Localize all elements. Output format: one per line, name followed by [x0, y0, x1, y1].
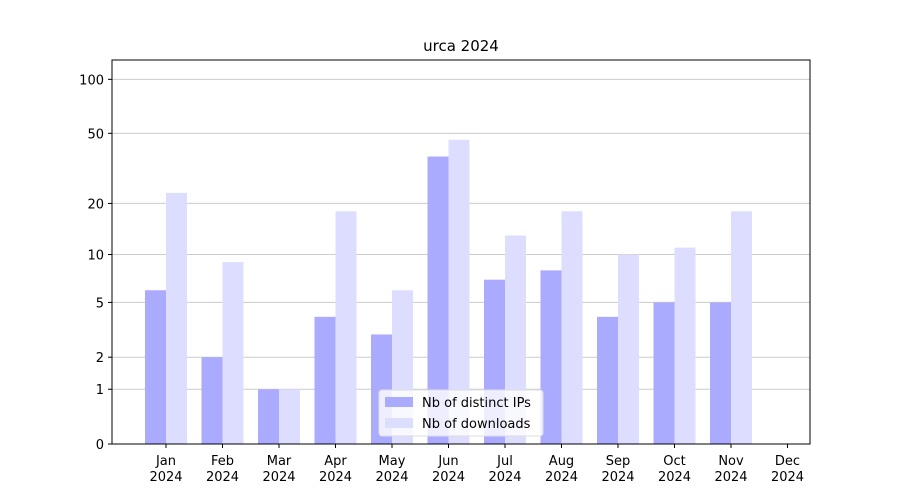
y-tick-label: 10: [87, 249, 104, 264]
x-tick-label: Aug 2024: [545, 454, 578, 485]
bar: [279, 389, 300, 444]
bar: [166, 192, 187, 444]
bar: [145, 290, 166, 444]
x-tick-label: Dec 2024: [771, 454, 804, 485]
legend-label: Nb of downloads: [422, 417, 531, 432]
bar: [222, 262, 244, 444]
bar: [597, 316, 618, 444]
y-tick-label: 5: [96, 296, 104, 311]
y-tick-label: 50: [87, 127, 104, 142]
legend-box: [378, 389, 544, 437]
bar: [335, 211, 357, 444]
x-tick-label: Oct 2024: [658, 454, 691, 485]
bar: [427, 156, 449, 444]
y-tick-label: 0: [96, 438, 104, 453]
x-tick-label: Jun 2024: [432, 454, 465, 485]
x-tick-label: Nov 2024: [714, 454, 747, 485]
legend-label: Nb of distinct IPs: [422, 396, 531, 411]
bar: [710, 302, 731, 444]
chart-title: urca 2024: [423, 37, 499, 55]
x-tick-label: Apr 2024: [319, 454, 352, 485]
y-tick-label: 100: [79, 73, 104, 88]
legend-swatch: [385, 397, 413, 407]
bar: [258, 389, 279, 444]
x-tick-label: May 2024: [375, 454, 408, 485]
bar: [674, 247, 696, 444]
y-tick-label: 1: [96, 383, 104, 398]
x-tick-label: Mar 2024: [262, 454, 295, 485]
y-tick-label: 2: [96, 351, 104, 366]
x-tick-label: Jul 2024: [488, 454, 521, 485]
legend-swatch: [385, 418, 413, 428]
bar: [618, 254, 639, 444]
bar: [540, 270, 562, 444]
plot-frame: [111, 59, 811, 445]
bar: [448, 139, 470, 445]
bar: [201, 357, 223, 444]
x-tick-label: Feb 2024: [206, 454, 239, 485]
x-tick-label: Sep 2024: [601, 454, 634, 485]
bar: [314, 316, 336, 444]
bar: [731, 211, 752, 444]
x-tick-label: Jan 2024: [149, 454, 182, 485]
bar: [653, 302, 675, 444]
bar: [561, 211, 583, 444]
y-tick-label: 20: [87, 197, 104, 212]
